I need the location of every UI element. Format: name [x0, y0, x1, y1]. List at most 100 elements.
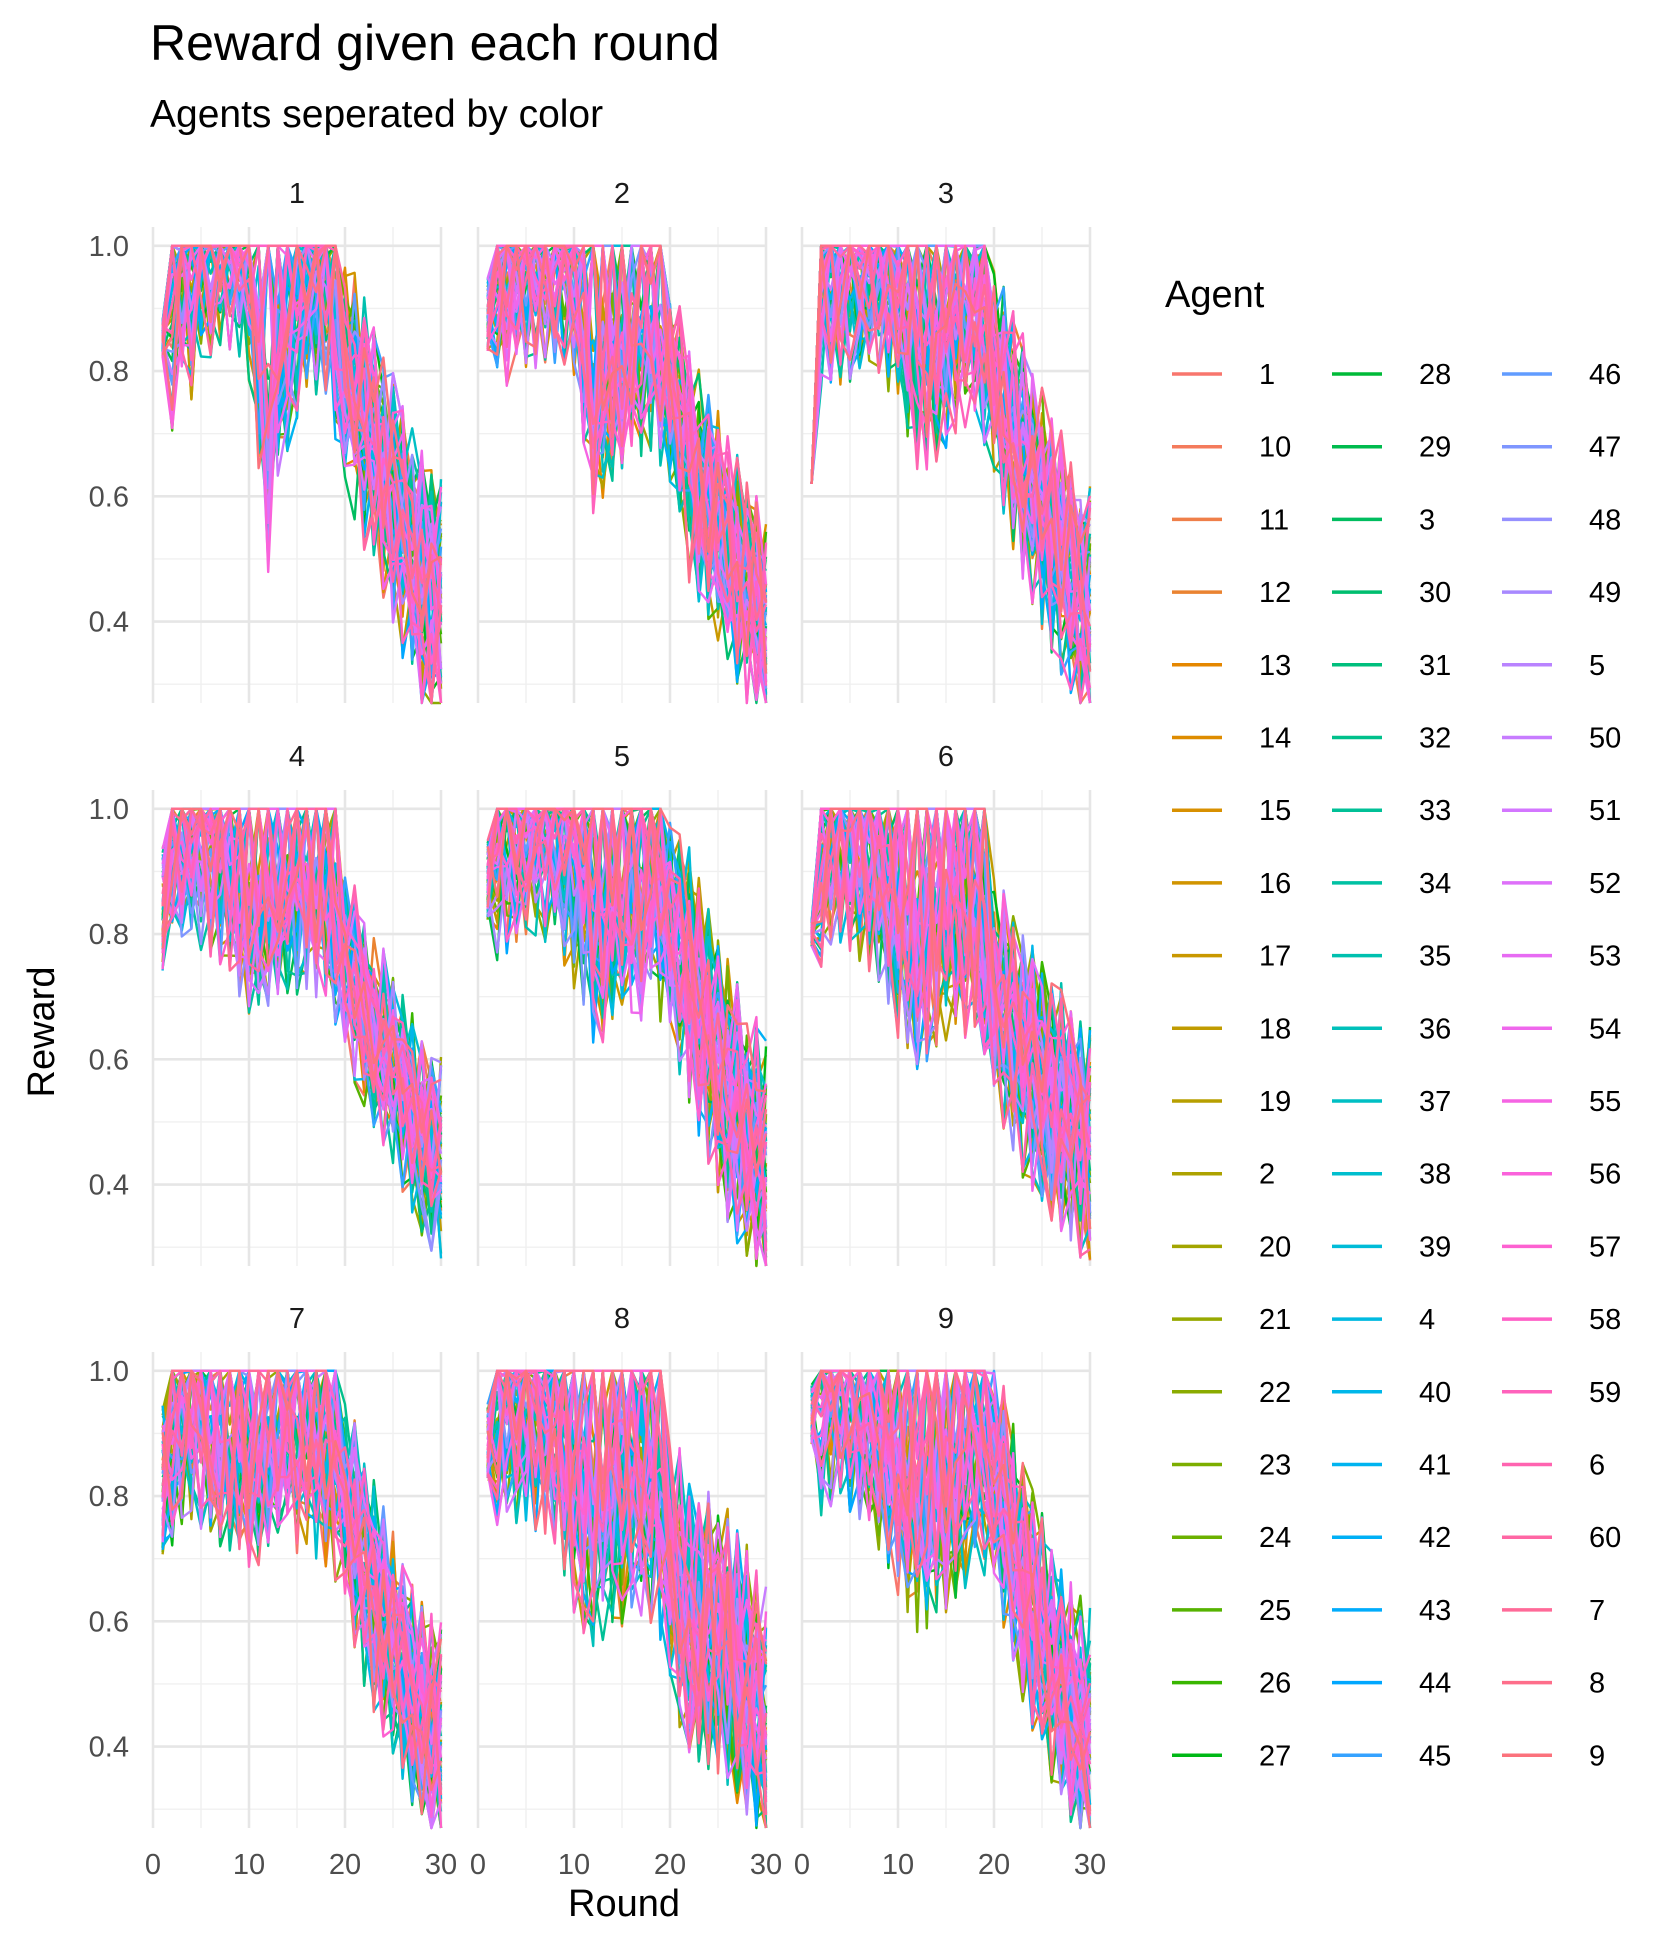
x-tick-label: 0	[794, 1849, 810, 1881]
legend-label: 38	[1419, 1159, 1451, 1191]
series-line-agent-9	[161, 244, 442, 617]
legend-entry-17: 17	[1172, 941, 1291, 973]
y-tick-label: 0.8	[89, 356, 129, 388]
legend-label: 58	[1589, 1304, 1621, 1336]
legend-label: 42	[1419, 1522, 1451, 1554]
x-tick-label: 0	[470, 1849, 486, 1881]
facet-strip-label: 3	[938, 178, 954, 210]
legend-entry-47: 47	[1502, 432, 1621, 464]
facet-strip-label: 5	[614, 741, 630, 773]
series-line-agent-9	[161, 807, 443, 1183]
facet-panel-9: 9 0 10 20 30	[794, 1303, 1106, 1881]
legend-label: 26	[1259, 1668, 1291, 1700]
legend-label: 48	[1589, 504, 1621, 536]
series-line-agent-6	[810, 244, 1092, 649]
series-line-agent-8	[810, 1369, 1092, 1777]
y-axis-title: Reward	[21, 967, 63, 1098]
legend-label: 22	[1259, 1377, 1291, 1409]
legend-label: 52	[1589, 868, 1621, 900]
legend-label: 45	[1419, 1740, 1451, 1772]
legend-entry-56: 56	[1502, 1159, 1621, 1191]
series-group	[810, 807, 1092, 1261]
facet-strip-label: 2	[614, 178, 630, 210]
legend-entry-12: 12	[1172, 577, 1291, 609]
facet-panel-5: 5	[476, 741, 768, 1268]
x-tick-label: 10	[233, 1849, 265, 1881]
legend-label: 55	[1589, 1086, 1621, 1118]
legend-label: 14	[1259, 723, 1291, 755]
legend-label: 5	[1589, 650, 1605, 682]
legend-entry-1: 1	[1172, 359, 1275, 391]
legend-label: 25	[1259, 1595, 1291, 1627]
legend-entry-45: 45	[1332, 1740, 1451, 1772]
series-line-agent-60	[486, 1369, 768, 1776]
legend-label: 13	[1259, 650, 1291, 682]
legend-label: 6	[1589, 1450, 1605, 1482]
legend-label: 36	[1419, 1013, 1451, 1045]
legend-entry-35: 35	[1332, 941, 1451, 973]
legend-entry-55: 55	[1502, 1086, 1621, 1118]
series-line-agent-7	[810, 1369, 1092, 1815]
series-line-agent-60	[486, 244, 768, 604]
facet-strip-label: 7	[289, 1303, 305, 1335]
y-tick-label: 0.6	[89, 1606, 129, 1638]
x-tick-label: 10	[558, 1849, 590, 1881]
legend-entry-19: 19	[1172, 1086, 1291, 1118]
series-line-agent-52	[486, 807, 767, 1219]
legend-entry-33: 33	[1332, 795, 1451, 827]
legend-entry-28: 28	[1332, 359, 1451, 391]
legend-label: 3	[1419, 504, 1435, 536]
series-group	[810, 244, 1092, 705]
legend-label: 53	[1589, 941, 1621, 973]
legend-label: 16	[1259, 868, 1291, 900]
legend-entry-58: 58	[1502, 1304, 1621, 1336]
legend-label: 17	[1259, 941, 1291, 973]
legend-entry-26: 26	[1172, 1668, 1291, 1700]
legend: Agent 1 10 11 12 13 14 15 16 17 18 19 2 20 21 22 23 24 25…	[1165, 274, 1621, 1772]
y-tick-label: 0.4	[89, 1732, 129, 1764]
legend-entry-57: 57	[1502, 1231, 1621, 1263]
y-tick-label: 0.6	[89, 481, 129, 513]
facet-panel-4: 4 0.4 0.6 0.8 1.0	[89, 741, 443, 1266]
legend-label: 21	[1259, 1304, 1291, 1336]
legend-entry-5: 5	[1502, 650, 1605, 682]
legend-label: 37	[1419, 1086, 1451, 1118]
facet-strip-label: 6	[938, 741, 954, 773]
legend-label: 12	[1259, 577, 1291, 609]
legend-label: 7	[1589, 1595, 1605, 1627]
legend-entry-52: 52	[1502, 868, 1621, 900]
legend-entry-4: 4	[1332, 1304, 1435, 1336]
legend-label: 50	[1589, 723, 1621, 755]
legend-entry-20: 20	[1172, 1231, 1291, 1263]
legend-entry-23: 23	[1172, 1450, 1291, 1482]
series-line-agent-7	[486, 807, 768, 1175]
series-line-agent-8	[810, 244, 1092, 672]
legend-label: 29	[1419, 432, 1451, 464]
series-line-agent-59	[161, 1369, 443, 1791]
legend-label: 34	[1419, 868, 1451, 900]
series-line-agent-9	[811, 807, 1092, 1230]
legend-entry-27: 27	[1172, 1740, 1291, 1772]
legend-label: 43	[1419, 1595, 1451, 1627]
legend-entry-50: 50	[1502, 723, 1621, 755]
legend-label: 8	[1589, 1668, 1605, 1700]
legend-entry-3: 3	[1332, 504, 1435, 536]
legend-label: 9	[1589, 1740, 1605, 1772]
legend-label: 28	[1419, 359, 1451, 391]
legend-entry-22: 22	[1172, 1377, 1291, 1409]
legend-label: 10	[1259, 432, 1291, 464]
series-line-agent-9	[486, 807, 767, 1136]
series-line-agent-9	[810, 1369, 1092, 1829]
series-line-agent-6	[486, 1369, 768, 1748]
y-tick-label: 1.0	[89, 1356, 129, 1388]
chart-subtitle: Agents seperated by color	[150, 93, 603, 136]
legend-entry-8: 8	[1502, 1668, 1605, 1700]
legend-entry-9: 9	[1502, 1740, 1605, 1772]
legend-label: 20	[1259, 1231, 1291, 1263]
legend-label: 35	[1419, 941, 1451, 973]
legend-label: 30	[1419, 577, 1451, 609]
facet-strip-label: 8	[614, 1303, 630, 1335]
legend-entry-40: 40	[1332, 1377, 1451, 1409]
legend-label: 49	[1589, 577, 1621, 609]
x-tick-label: 20	[329, 1849, 361, 1881]
